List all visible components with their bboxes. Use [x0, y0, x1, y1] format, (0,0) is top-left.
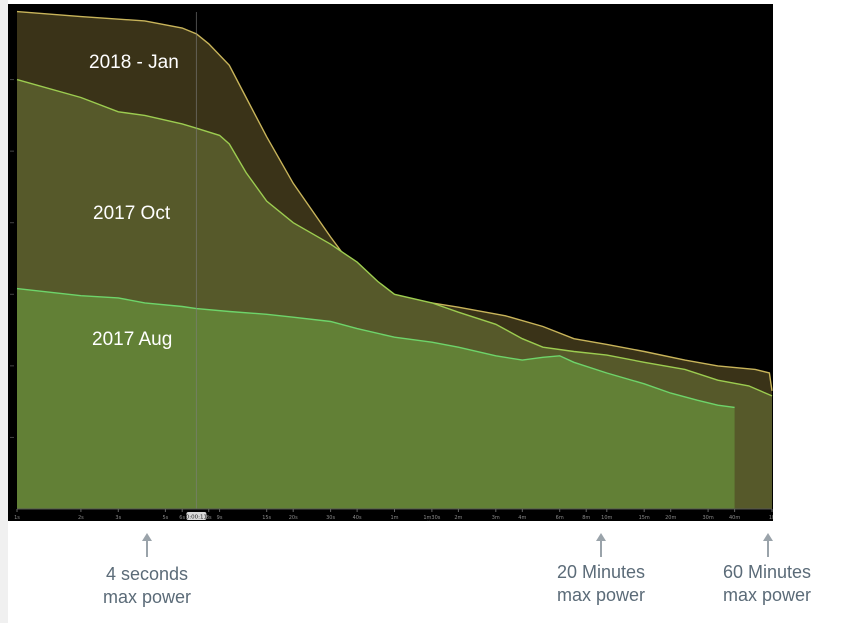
callout-line-2: max power — [556, 585, 646, 605]
x-tick-label: 3m — [492, 515, 500, 521]
callout-line-1: 20 Minutes — [556, 562, 646, 582]
x-tick-label: 15m — [639, 515, 650, 521]
x-tick-label: 1m30s — [423, 515, 440, 521]
power-curve-svg: 1s 2s 3s 5s 6s 8s 9s 15s 20s 30s 40s 1m 1m30s 2m 3m 4m 6… — [10, 10, 773, 521]
x-tick-label: 1m — [390, 515, 398, 521]
x-tick-label: 9s — [217, 515, 223, 521]
page-margin-strip — [0, 0, 8, 623]
x-tick-label: 3s — [115, 515, 121, 521]
cursor-readout-box — [186, 512, 207, 520]
x-tick-label: 20s — [289, 515, 298, 521]
series-label-2018-jan: 2018 - Jan — [89, 52, 179, 73]
x-tick-label: 40s — [353, 515, 362, 521]
up-arrow-icon — [763, 533, 773, 557]
series-line-1 — [16, 78, 773, 397]
callout-line-1: 60 Minutes — [722, 562, 812, 582]
power-curve-chart: 1s 2s 3s 5s 6s 8s 9s 15s 20s 30s 40s 1m 1m30s 2m 3m 4m 6… — [8, 4, 773, 521]
series-line-2 — [16, 287, 735, 409]
callout-4-seconds: 4 seconds max power — [80, 532, 214, 609]
x-tick-label: 30s — [326, 515, 335, 521]
x-tick-label: 6m — [556, 515, 564, 521]
x-tick-label: 4m — [518, 515, 526, 521]
x-tick-label: 20m — [665, 515, 676, 521]
x-tick-label: 2s — [78, 515, 84, 521]
x-tick-label: 40m — [729, 515, 740, 521]
callout-60-minutes: 60 Minutes max power — [700, 532, 834, 607]
callout-line-2: max power — [722, 585, 812, 605]
callout-line-1: 4 seconds — [105, 564, 189, 584]
x-tick-label: 1s — [14, 515, 20, 521]
x-tick-label: 1h — [769, 515, 773, 521]
callout-line-2: max power — [102, 587, 192, 607]
callout-20-minutes: 20 Minutes max power — [534, 532, 668, 607]
up-arrow-icon — [142, 533, 152, 557]
series-label-2017-aug: 2017 Aug — [92, 329, 173, 350]
x-tick-label: 5s — [162, 515, 168, 521]
x-tick-label: 8m — [582, 515, 590, 521]
x-tick-label: 6s — [179, 515, 185, 521]
x-unit-label: time — [427, 520, 437, 521]
up-arrow-icon — [596, 533, 606, 557]
x-tick-label: 10m — [601, 515, 612, 521]
cursor-readout-label: 0:00:11 — [186, 515, 207, 521]
x-tick-label: 30m — [702, 515, 713, 521]
x-tick-label: 8s — [206, 515, 212, 521]
x-tick-label: 15s — [262, 515, 271, 521]
series-label-2017-oct: 2017 Oct — [93, 203, 171, 224]
x-tick-label: 2m — [454, 515, 462, 521]
